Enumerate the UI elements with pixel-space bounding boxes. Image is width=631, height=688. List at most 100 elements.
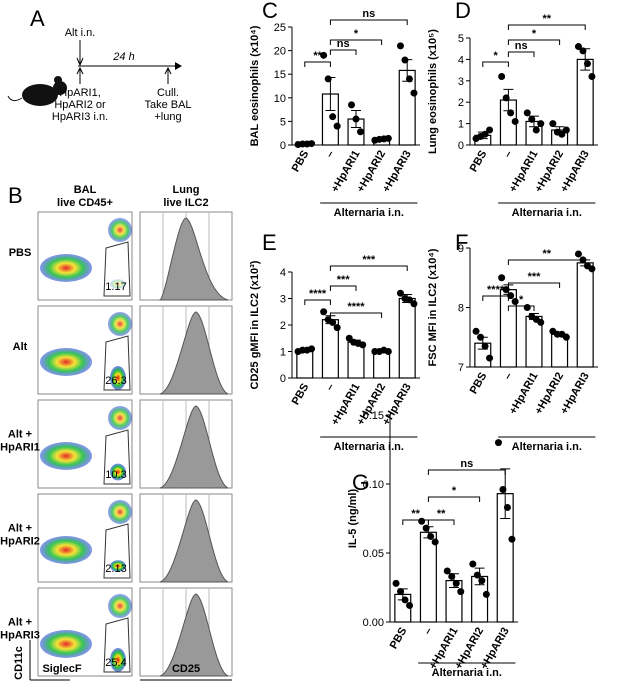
y-axis-label: Lung eosinophils (x10⁵) [427, 29, 439, 154]
mouse-head [53, 81, 67, 95]
endpoint: Cull. [157, 87, 179, 99]
bar [398, 297, 416, 379]
data-point [481, 130, 489, 138]
significance-bracket [507, 24, 586, 30]
group-label: Alternaria i.n. [334, 441, 404, 453]
significance-bracket [427, 496, 481, 502]
group-label: Alternaria i.n. [512, 207, 582, 219]
y-tick-label: 0 [458, 140, 464, 152]
gate [103, 617, 131, 673]
density [40, 536, 92, 564]
panel-label: E [262, 230, 277, 255]
data-point [588, 73, 596, 81]
endpoint: +lung [154, 111, 181, 123]
y-tick-label: 1 [280, 347, 286, 359]
data-point [329, 113, 337, 121]
significance-label: ns [362, 8, 375, 20]
y-tick-label: 0.15 [363, 410, 384, 422]
density [108, 218, 132, 242]
group-label: Alternaria i.n. [512, 441, 582, 453]
arrowhead [76, 57, 84, 67]
row-label: HpARI3 [0, 630, 40, 642]
significance-label: * [532, 28, 537, 40]
significance-label: * [354, 28, 359, 40]
data-point [469, 560, 477, 568]
significance-label: *** [528, 271, 542, 283]
density [108, 594, 132, 618]
y-tick-label: 7 [458, 362, 464, 374]
data-point [532, 126, 540, 134]
data-point [427, 532, 435, 540]
y-tick-label: 0 [280, 373, 286, 385]
arrowhead [76, 66, 84, 75]
data-point [482, 590, 490, 598]
y-axis-label: BAL eosinophils (x10⁴) [249, 25, 261, 146]
row-label: Alt + [8, 523, 32, 535]
y-tick-label: 1 [458, 119, 464, 131]
challenge: Alt i.n. [65, 27, 96, 39]
bar [373, 350, 391, 379]
data-point [401, 56, 409, 64]
significance-bracket [329, 312, 383, 318]
gate-value: 26.3 [105, 375, 126, 387]
data-point [357, 128, 364, 136]
data-point [401, 596, 409, 604]
data-point [345, 334, 353, 342]
significance-bracket [304, 299, 331, 305]
panel-a [7, 40, 182, 106]
column-header: Lung [173, 184, 200, 196]
y-tick-label: 3 [280, 294, 286, 306]
data-point [486, 354, 494, 362]
x-tick-label: PBS [388, 626, 410, 652]
data-point [384, 134, 392, 142]
data-point [523, 109, 531, 117]
significance-bracket [482, 295, 509, 301]
data-point [574, 43, 582, 51]
x-tick-label: PBS [468, 371, 490, 397]
data-point [498, 274, 506, 282]
flow-y-axis: CD11c [13, 646, 25, 680]
gate [103, 335, 131, 391]
panel-label: A [30, 6, 45, 31]
row-label: Alt + [8, 617, 32, 629]
y-tick-label: 0.00 [363, 617, 384, 629]
histogram-shape [159, 405, 229, 489]
data-point [410, 300, 418, 308]
data-point [320, 308, 328, 316]
x-tick-label: – [502, 149, 515, 160]
row-label: Alt + [8, 429, 32, 441]
row-label: Alt [13, 341, 28, 353]
treatment: HpARI2 or [54, 99, 106, 111]
significance-label: ** [543, 248, 552, 260]
panel-label: F [455, 230, 468, 255]
significance-label: ns [515, 40, 528, 52]
gate [103, 429, 131, 485]
y-tick-label: 4 [280, 267, 286, 279]
density [110, 648, 126, 672]
data-point [392, 579, 400, 587]
x-tick-label: – [324, 382, 337, 393]
bar [576, 58, 594, 146]
data-point [396, 289, 404, 297]
x-tick-label: – [324, 149, 337, 160]
data-point [574, 250, 582, 258]
data-point [549, 120, 557, 128]
data-point [537, 318, 545, 326]
significance-bracket [329, 285, 357, 291]
histogram-shape [159, 311, 229, 395]
data-point [528, 115, 536, 123]
y-axis-label: IL-5 (ng/ml) [347, 489, 359, 549]
significance-label: * [452, 485, 457, 497]
gate-value: 2.13 [105, 563, 126, 575]
x-tick-label: – [502, 371, 515, 382]
y-tick-label: 3 [458, 76, 464, 88]
gate-value: 10.3 [105, 469, 126, 481]
significance-bracket [507, 39, 561, 45]
y-tick-label: 2 [280, 320, 286, 332]
data-point [478, 577, 486, 585]
data-point [320, 51, 328, 59]
density [40, 254, 92, 282]
data-point [481, 342, 489, 350]
